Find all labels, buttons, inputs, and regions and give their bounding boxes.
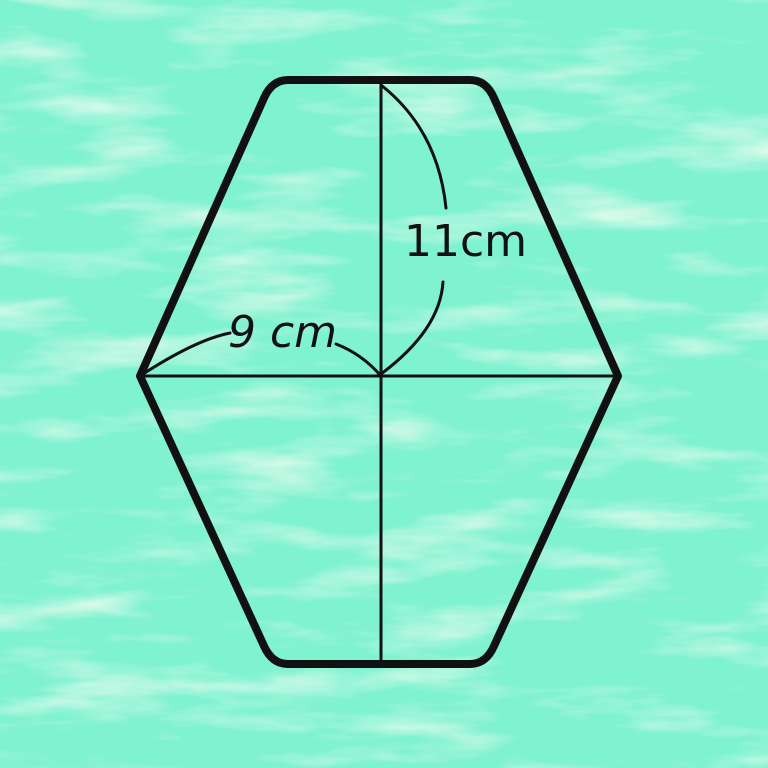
vertical-measure-arc-bottom: [379, 280, 445, 376]
hexagon-outline: [136, 76, 622, 668]
horizontal-measure-arc: [138, 331, 232, 378]
vertical-measure-arc-top: [379, 83, 448, 210]
horizontal-measure-arc-end: [334, 342, 383, 378]
vertical-measure-label: 11cm: [404, 216, 527, 267]
horizontal-measure-label: 9 cm: [228, 307, 337, 358]
